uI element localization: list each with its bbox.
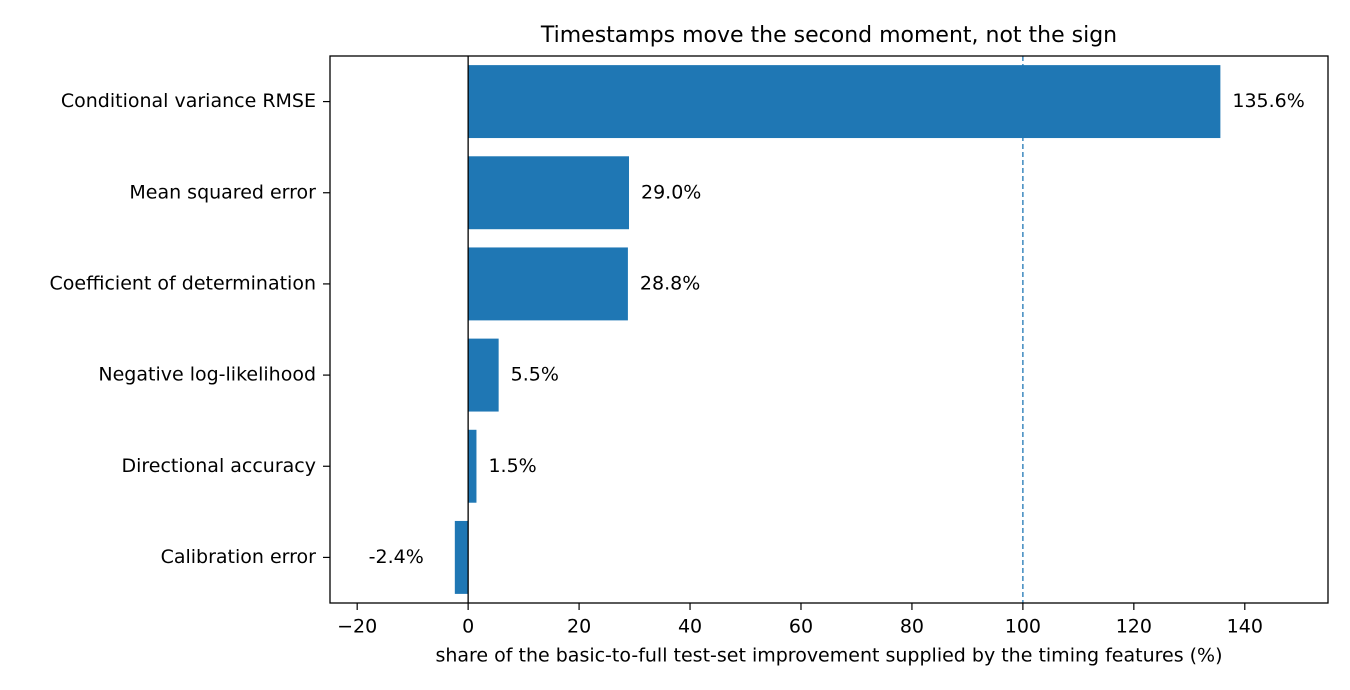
x-tick-label: 40 — [678, 616, 702, 638]
value-label: 5.5% — [511, 364, 559, 386]
y-tick-label: Mean squared error — [129, 181, 316, 203]
x-tick-label: 0 — [462, 616, 474, 638]
bar — [468, 156, 630, 230]
bar — [468, 338, 499, 412]
x-tick-label: 140 — [1227, 616, 1263, 638]
x-tick-label: 60 — [789, 616, 813, 638]
value-label: 1.5% — [488, 455, 536, 477]
x-tick-label: 120 — [1116, 616, 1152, 638]
value-label: 28.8% — [640, 272, 700, 294]
x-tick-label: 20 — [567, 616, 591, 638]
bar — [454, 520, 469, 594]
chart-title: Timestamps move the second moment, not t… — [540, 23, 1117, 48]
value-label: -2.4% — [369, 546, 424, 568]
plot-frame — [329, 55, 1329, 604]
y-tick-label: Conditional variance RMSE — [61, 90, 316, 112]
y-tick-label: Coefficient of determination — [50, 272, 316, 294]
x-tick-label: −20 — [337, 616, 377, 638]
x-tick-label: 100 — [1005, 616, 1041, 638]
bar — [468, 247, 628, 321]
bar — [468, 429, 477, 503]
y-tick-label: Calibration error — [161, 546, 317, 568]
x-tick-label: 80 — [900, 616, 924, 638]
y-tick-label: Directional accuracy — [121, 455, 316, 477]
x-axis-label: share of the basic-to-full test-set impr… — [435, 645, 1222, 667]
value-label: 29.0% — [641, 181, 701, 203]
value-label: 135.6% — [1232, 90, 1304, 112]
y-tick-label: Negative log-likelihood — [98, 364, 316, 386]
bar — [468, 65, 1221, 139]
